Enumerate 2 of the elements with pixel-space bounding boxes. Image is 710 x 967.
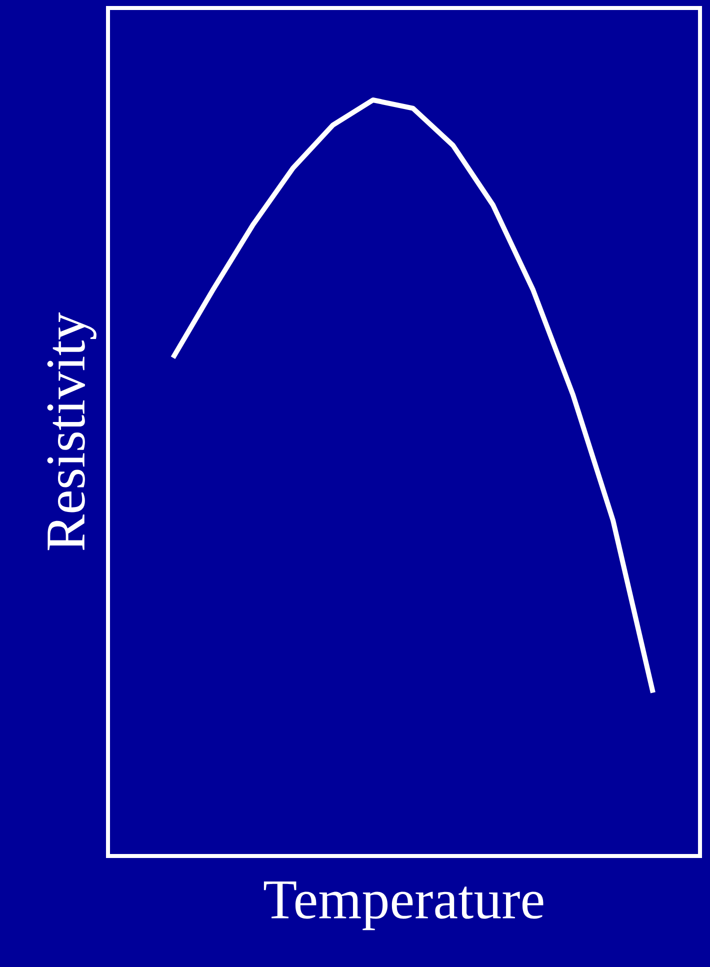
- x-axis-title: Temperature: [264, 882, 544, 930]
- y-axis-title: Resistivity: [47, 312, 96, 550]
